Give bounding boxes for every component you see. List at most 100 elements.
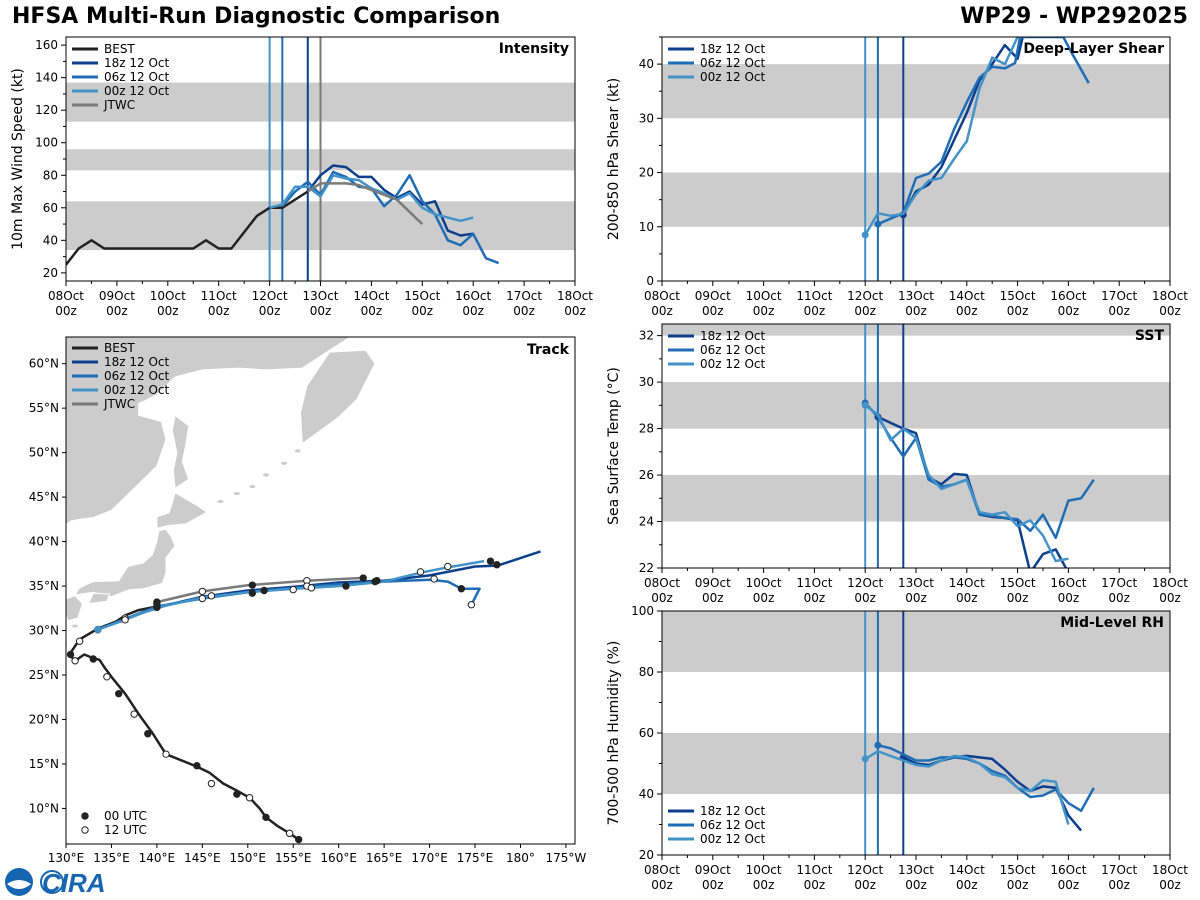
y-tick-label: 60°N	[29, 357, 59, 371]
track-marker-12utc	[130, 710, 138, 718]
x-tick-label: 15Oct	[1000, 289, 1036, 303]
x-tick-label: 09Oct	[695, 576, 731, 590]
track-marker-12utc	[444, 562, 452, 571]
x-tick-label: 15Oct	[404, 289, 440, 303]
x-tick-label: 17Oct	[1101, 863, 1137, 877]
y-tick-label: 60	[639, 726, 654, 740]
x-tick-label: 11Oct	[796, 576, 832, 590]
legend-label: 00z 12 Oct	[104, 383, 170, 397]
y-tick-label: 140	[35, 71, 58, 85]
x-tick-label: 13Oct	[302, 289, 338, 303]
track-marker-00utc	[248, 589, 257, 597]
x-tick-label: 14Oct	[949, 863, 985, 877]
x-tick-label: 17Oct	[1101, 289, 1137, 303]
x-tick-sublabel: 00z	[1108, 878, 1130, 892]
legend-label: 00z 12 Oct	[700, 70, 766, 84]
legend-label: BEST	[104, 341, 135, 355]
x-tick-label: 09Oct	[695, 863, 731, 877]
track-marker-12utc	[416, 568, 425, 576]
panel-title: Track	[527, 342, 570, 358]
series-line-run00	[864, 37, 1028, 236]
x-tick-label: 175°E	[457, 851, 494, 865]
y-tick-label: 80	[639, 665, 654, 679]
series-line-run00	[864, 750, 1070, 825]
y-tick-label: 0	[646, 274, 654, 288]
x-tick-sublabel: 00z	[753, 878, 775, 892]
y-tick-label: 100	[631, 604, 654, 618]
legend-label: 06z 12 Oct	[700, 343, 766, 357]
x-tick-sublabel: 00z	[412, 304, 434, 318]
x-tick-sublabel: 00z	[651, 304, 673, 318]
track-line-best	[68, 605, 300, 841]
x-tick-label: 14Oct	[353, 289, 389, 303]
x-tick-label: 140°E	[139, 851, 176, 865]
sst-band	[662, 475, 1170, 522]
y-tick-label: 28	[639, 422, 654, 436]
legend-label: 18z 12 Oct	[700, 804, 766, 818]
x-tick-label: 08Oct	[644, 289, 680, 303]
x-tick-sublabel: 00z	[361, 304, 383, 318]
track-marker-00utc	[153, 600, 161, 608]
legend-label: 06z 12 Oct	[700, 818, 766, 832]
x-tick-label: 11Oct	[201, 289, 237, 303]
storm-id-title: WP29 - WP292025	[960, 4, 1188, 29]
series-line-run06	[877, 37, 1090, 226]
track-marker-12utc	[121, 616, 129, 624]
y-tick-label: 10	[639, 220, 654, 234]
track-marker-00utc	[359, 574, 367, 582]
y-tick-label: 20	[639, 166, 654, 180]
track-marker-00utc	[371, 577, 379, 586]
legend-label: BEST	[104, 42, 135, 56]
track-marker-00utc	[115, 689, 123, 698]
x-tick-sublabel: 00z	[310, 304, 332, 318]
x-tick-sublabel: 00z	[1159, 304, 1181, 318]
x-tick-label: 10Oct	[746, 576, 782, 590]
y-tick-label: 24	[639, 515, 654, 529]
y-axis-label: 10m Max Wind Speed (kt)	[10, 68, 26, 250]
x-tick-label: 165°E	[366, 851, 403, 865]
y-tick-label: 10°N	[29, 801, 59, 815]
series-start-marker-run06	[874, 220, 882, 228]
x-tick-label: 18Oct	[1152, 289, 1188, 303]
intensity-panel: 2040608010012014016008Oct00z09Oct00z10Oc…	[10, 36, 593, 318]
x-tick-sublabel: 00z	[1159, 591, 1181, 605]
shear-band	[662, 64, 1170, 119]
x-tick-label: 08Oct	[644, 576, 680, 590]
panel-title: SST	[1135, 328, 1165, 344]
x-tick-label: 145°E	[184, 851, 221, 865]
marker-legend-label: 00 UTC	[104, 809, 147, 823]
track-marker-00utc	[233, 790, 241, 798]
track-marker-12utc	[430, 575, 438, 583]
island-land	[72, 624, 79, 628]
panel-title: Intensity	[499, 41, 569, 57]
track-marker-00utc	[493, 561, 501, 569]
y-tick-label: 30	[639, 111, 654, 125]
x-tick-label: 12Oct	[847, 289, 883, 303]
x-tick-sublabel: 00z	[1159, 878, 1181, 892]
x-tick-sublabel: 00z	[854, 591, 876, 605]
track-marker-00utc	[294, 835, 303, 844]
track-marker-12utc	[198, 587, 207, 596]
y-tick-label: 20	[639, 848, 654, 862]
island-land	[262, 473, 269, 477]
y-tick-label: 35°N	[29, 579, 59, 593]
sst-band	[662, 324, 1170, 336]
x-tick-sublabel: 00z	[956, 304, 978, 318]
x-tick-label: 14Oct	[949, 576, 985, 590]
x-tick-sublabel: 00z	[462, 304, 484, 318]
x-tick-sublabel: 00z	[259, 304, 281, 318]
x-tick-sublabel: 00z	[651, 591, 673, 605]
y-axis-label: 700-500 hPa Humidity (%)	[606, 641, 622, 826]
series-start-marker-run00	[861, 755, 869, 763]
track-marker-00utc	[262, 813, 270, 822]
x-tick-sublabel: 00z	[753, 304, 775, 318]
sst-band	[662, 382, 1170, 429]
x-tick-sublabel: 00z	[157, 304, 179, 318]
track-marker-12utc	[207, 592, 216, 600]
island-land	[249, 484, 256, 489]
x-tick-label: 14Oct	[949, 289, 985, 303]
x-tick-sublabel: 00z	[804, 878, 826, 892]
track-marker-12utc	[75, 637, 84, 645]
track-marker-00utc	[457, 585, 466, 593]
island-land	[47, 659, 53, 662]
